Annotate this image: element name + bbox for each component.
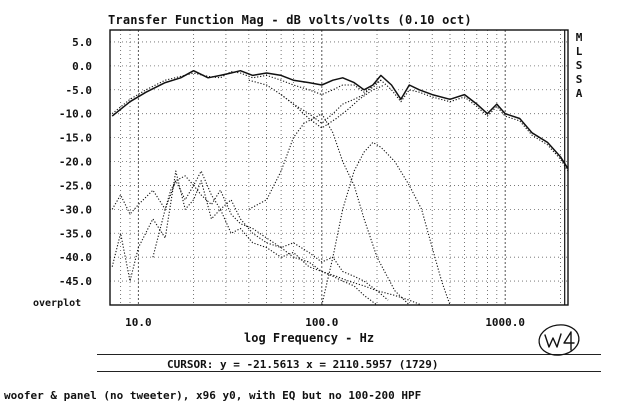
side-letter-stack: M L S S A: [573, 31, 585, 101]
tick-labels: 5.0 0.0 -5.0 -10.0 -15.0 -20.0 -25.0 -30.0 -35.0…: [59, 36, 525, 329]
handwritten-w4-mark: [538, 324, 580, 356]
series-line: [152, 170, 422, 305]
cursor-box-top-rule: [97, 354, 601, 355]
series-line: [111, 180, 389, 301]
y-tick-label: -35.0: [59, 227, 92, 240]
x-axis-label: log Frequency - Hz: [244, 331, 375, 345]
series-line: [248, 113, 422, 305]
side-letter: L: [575, 45, 583, 58]
series-line: [111, 71, 568, 172]
chart-title: Transfer Function Mag - dB volts/volts (…: [108, 13, 472, 27]
side-letter: M: [575, 31, 583, 44]
y-tick-label: -45.0: [59, 275, 92, 288]
chart-grid: [109, 30, 568, 305]
side-letter: S: [575, 73, 583, 86]
y-tick-label: -15.0: [59, 132, 92, 145]
x-tick-label: 10.0: [125, 316, 152, 329]
cursor-readout: CURSOR: y = -21.5613 x = 2110.5957 (1729…: [167, 358, 439, 371]
cursor-box-bottom-rule: [97, 371, 601, 372]
series-line: [111, 69, 568, 170]
side-letter: A: [575, 87, 583, 100]
y-tick-label: -25.0: [59, 179, 92, 192]
series-line: [111, 170, 378, 305]
chart-series-group: [111, 69, 568, 305]
x-tick-label: 1000.0: [485, 316, 525, 329]
y-tick-label: -20.0: [59, 156, 92, 169]
side-letter: S: [575, 59, 583, 72]
series-line: [280, 79, 382, 124]
y-tick-label: 0.0: [72, 60, 92, 73]
series-line: [248, 79, 385, 129]
caption: woofer & panel (no tweeter), x96 y0, wit…: [4, 389, 422, 402]
y-tick-label: -10.0: [59, 108, 92, 121]
y-tick-label: -30.0: [59, 203, 92, 216]
overplot-label: overplot: [33, 298, 82, 309]
plot-frame: [109, 29, 569, 306]
y-tick-label: -5.0: [66, 84, 93, 97]
x-tick-label: 100.0: [305, 316, 338, 329]
y-tick-label: 5.0: [72, 36, 92, 49]
y-tick-label: -40.0: [59, 251, 92, 264]
